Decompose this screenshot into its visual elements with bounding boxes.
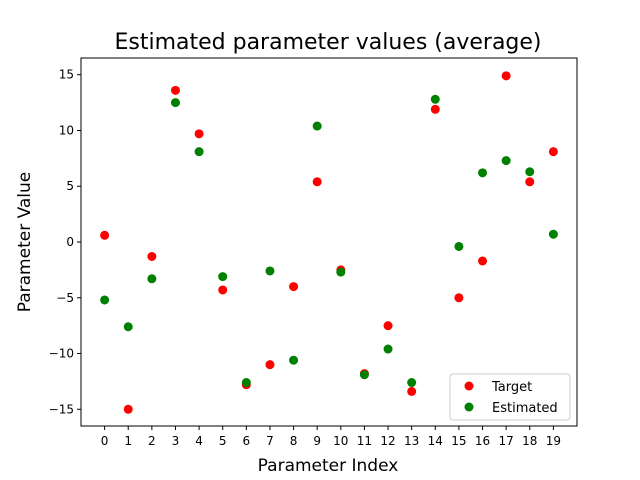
point-estimated-6 bbox=[241, 378, 251, 388]
point-target-16 bbox=[478, 256, 488, 266]
point-target-18 bbox=[525, 177, 535, 187]
point-target-15 bbox=[454, 293, 464, 303]
point-target-19 bbox=[548, 147, 558, 157]
point-estimated-5 bbox=[218, 272, 228, 282]
legend-label-estimated: Estimated bbox=[492, 401, 558, 416]
x-tick-label: 8 bbox=[290, 434, 298, 448]
point-estimated-12 bbox=[383, 344, 393, 354]
x-tick-label: 5 bbox=[219, 434, 227, 448]
x-tick-label: 18 bbox=[522, 434, 537, 448]
point-estimated-1 bbox=[123, 322, 133, 332]
point-estimated-3 bbox=[170, 98, 180, 108]
point-target-4 bbox=[194, 129, 204, 139]
point-target-2 bbox=[147, 251, 157, 261]
y-tick-label: 0 bbox=[66, 235, 74, 249]
legend: Target Estimated bbox=[449, 373, 571, 421]
x-tick-label: 16 bbox=[475, 434, 490, 448]
plot-area: 0 1 2 3 4 5 6 7 8 9 10 11 12 13 14 15 16 17 18 19 151050−5−… bbox=[49, 57, 578, 448]
y-tick-label: −15 bbox=[49, 402, 74, 416]
point-target-0 bbox=[100, 230, 110, 240]
x-tick-label: 4 bbox=[195, 434, 203, 448]
point-estimated-16 bbox=[478, 168, 488, 178]
x-axis: 0 1 2 3 4 5 6 7 8 9 10 11 12 13 14 15 16 17 18 19 bbox=[101, 426, 561, 448]
point-target-9 bbox=[312, 177, 322, 187]
point-estimated-18 bbox=[525, 167, 535, 177]
point-target-12 bbox=[383, 321, 393, 331]
point-target-3 bbox=[170, 85, 180, 95]
x-tick-label: 14 bbox=[428, 434, 443, 448]
y-tick-label: −10 bbox=[49, 347, 74, 361]
point-estimated-14 bbox=[430, 94, 440, 104]
point-target-5 bbox=[218, 285, 228, 295]
point-estimated-11 bbox=[359, 370, 369, 380]
x-tick-label: 11 bbox=[357, 434, 372, 448]
point-estimated-8 bbox=[289, 355, 299, 365]
legend-marker-target bbox=[464, 381, 474, 391]
chart-title: Estimated parameter values (average) bbox=[114, 30, 541, 55]
x-tick-label: 13 bbox=[404, 434, 419, 448]
plot-frame bbox=[80, 57, 578, 427]
point-target-8 bbox=[289, 282, 299, 292]
x-tick-label: 12 bbox=[380, 434, 395, 448]
y-tick-label: 5 bbox=[66, 179, 74, 193]
x-axis-label: Parameter Index bbox=[258, 456, 399, 476]
point-estimated-15 bbox=[454, 241, 464, 251]
x-tick-label: 6 bbox=[243, 434, 251, 448]
y-tick-label: 15 bbox=[59, 68, 74, 82]
point-estimated-0 bbox=[100, 295, 110, 305]
x-tick-label: 19 bbox=[546, 434, 561, 448]
data-points bbox=[100, 71, 558, 414]
point-estimated-19 bbox=[548, 229, 558, 239]
x-tick-label: 15 bbox=[451, 434, 466, 448]
legend-marker-estimated bbox=[464, 402, 474, 412]
y-axis: 15 10 5 0 −5 −10 −15 bbox=[49, 68, 81, 416]
point-estimated-9 bbox=[312, 121, 322, 131]
point-estimated-17 bbox=[501, 156, 511, 166]
x-tick-label: 10 bbox=[333, 434, 348, 448]
legend-box bbox=[449, 373, 571, 421]
y-tick-label: 10 bbox=[59, 123, 74, 137]
y-axis-label: Parameter Value bbox=[15, 172, 35, 313]
y-tick-label: −5 bbox=[56, 291, 74, 305]
point-estimated-7 bbox=[265, 266, 275, 276]
x-tick-label: 2 bbox=[148, 434, 156, 448]
point-target-1 bbox=[123, 404, 133, 414]
x-tick-label: 17 bbox=[499, 434, 514, 448]
point-estimated-4 bbox=[194, 147, 204, 157]
point-target-14 bbox=[430, 104, 440, 114]
x-tick-label: 0 bbox=[101, 434, 109, 448]
point-estimated-13 bbox=[407, 378, 417, 388]
point-estimated-2 bbox=[147, 274, 157, 284]
point-target-17 bbox=[501, 71, 511, 81]
x-tick-label: 3 bbox=[172, 434, 180, 448]
legend-label-target: Target bbox=[491, 380, 532, 395]
point-estimated-10 bbox=[336, 267, 346, 277]
x-tick-label: 7 bbox=[266, 434, 274, 448]
point-target-13 bbox=[407, 386, 417, 396]
x-tick-label: 1 bbox=[124, 434, 132, 448]
x-tick-label: 9 bbox=[313, 434, 321, 448]
point-target-7 bbox=[265, 360, 275, 370]
